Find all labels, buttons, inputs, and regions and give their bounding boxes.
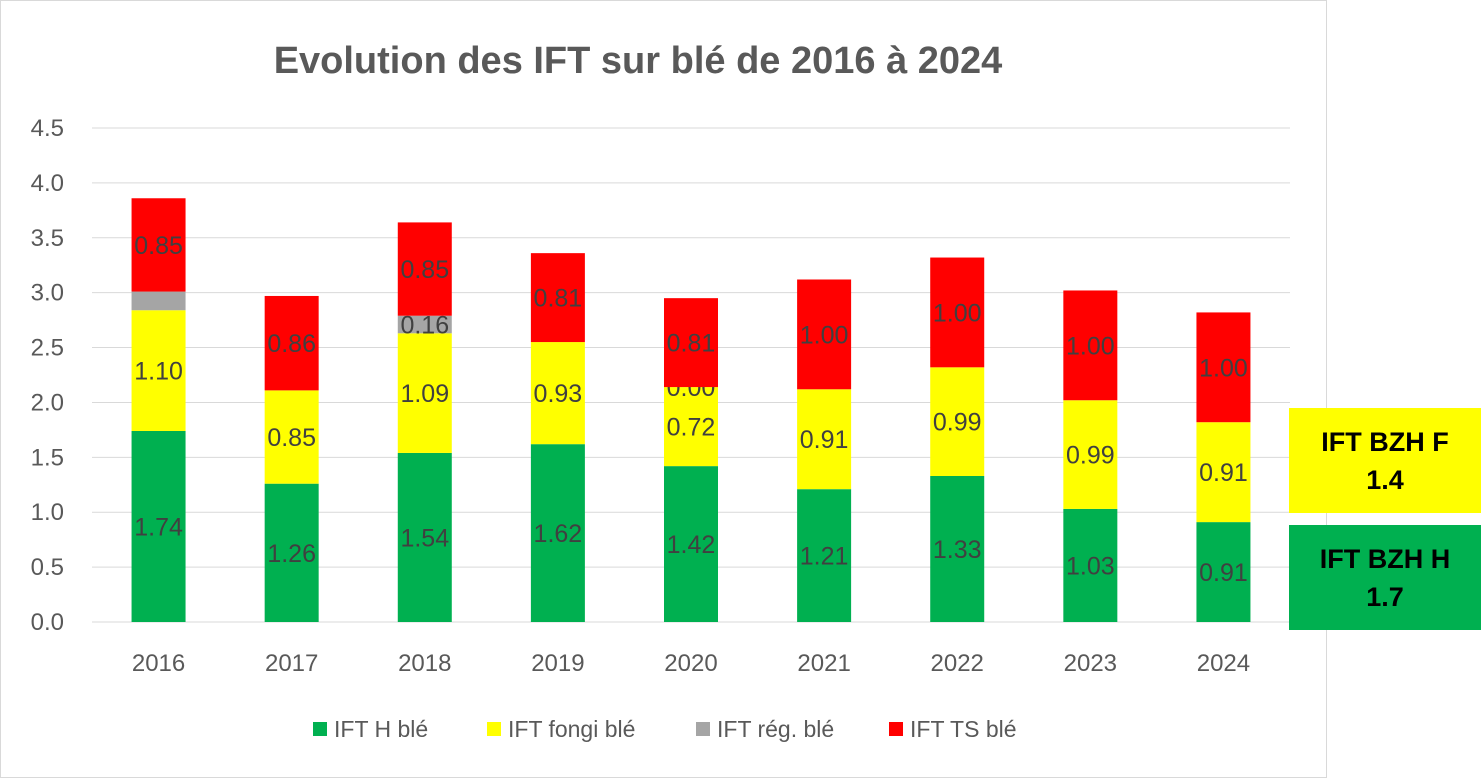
data-label: 1.42 bbox=[667, 531, 716, 559]
legend-swatch bbox=[889, 722, 903, 736]
bar-segment bbox=[1196, 522, 1251, 622]
legend-label: IFT fongi blé bbox=[508, 716, 635, 742]
y-tick-label: 3.0 bbox=[31, 280, 64, 307]
x-tick-label: 2017 bbox=[265, 650, 318, 677]
bar-segment bbox=[131, 198, 186, 292]
data-label: 1.54 bbox=[400, 524, 449, 552]
bar-segment bbox=[1196, 312, 1251, 423]
y-tick-label: 4.5 bbox=[31, 115, 64, 142]
bar-segment bbox=[930, 367, 985, 476]
data-label: 1.00 bbox=[1199, 354, 1248, 382]
bar-segment bbox=[397, 315, 452, 334]
data-label: 0.72 bbox=[667, 414, 716, 442]
bar-segment bbox=[131, 310, 186, 431]
data-label: 1.33 bbox=[933, 536, 982, 564]
data-label: 0.99 bbox=[933, 409, 982, 437]
bar-segment bbox=[797, 489, 852, 622]
stacked-bar-chart: Evolution des IFT sur blé de 2016 à 2024… bbox=[31, 40, 1290, 742]
data-label: 1.00 bbox=[933, 299, 982, 327]
reference-box-herbi: IFT BZH H 1.7 bbox=[1289, 525, 1481, 630]
y-tick-label: 0.5 bbox=[31, 554, 64, 581]
bar-segment bbox=[397, 222, 452, 316]
bar-segment bbox=[530, 342, 585, 445]
y-tick-label: 0.0 bbox=[31, 609, 64, 636]
x-tick-label: 2020 bbox=[664, 650, 717, 677]
legend-label: IFT H blé bbox=[334, 716, 428, 742]
y-tick-label: 4.0 bbox=[31, 170, 64, 197]
bar-segment bbox=[530, 253, 585, 343]
bar-segment bbox=[664, 387, 718, 467]
data-label: 1.09 bbox=[400, 380, 449, 408]
data-label: 0.81 bbox=[667, 330, 716, 358]
reference-box-fongi-value: 1.4 bbox=[1366, 464, 1404, 495]
x-tick-label: 2019 bbox=[531, 650, 584, 677]
data-label: 0.91 bbox=[800, 426, 849, 454]
bar-segment bbox=[797, 279, 852, 390]
bar-segment bbox=[1063, 508, 1118, 622]
legend-swatch bbox=[696, 722, 710, 736]
x-tick-label: 2018 bbox=[398, 650, 451, 677]
x-tick-label: 2021 bbox=[797, 650, 850, 677]
y-tick-label: 1.5 bbox=[31, 444, 64, 471]
bar-segment bbox=[264, 295, 319, 391]
reference-box-herbi-label: IFT BZH H bbox=[1319, 543, 1451, 574]
y-tick-label: 1.0 bbox=[31, 499, 64, 526]
bar-segment bbox=[930, 257, 985, 368]
bar-segment bbox=[264, 390, 319, 484]
legend-swatch bbox=[313, 722, 327, 736]
bar-segment bbox=[131, 430, 186, 622]
data-label: 1.74 bbox=[134, 513, 183, 541]
x-tick-label: 2024 bbox=[1197, 650, 1250, 677]
reference-box-fongi-label: IFT BZH F bbox=[1321, 426, 1449, 457]
data-label: 0.85 bbox=[134, 232, 183, 260]
y-tick-label: 3.5 bbox=[31, 225, 64, 252]
legend-swatch bbox=[487, 722, 501, 736]
data-label: 1.03 bbox=[1066, 552, 1115, 580]
data-label: 0.85 bbox=[267, 424, 316, 452]
bar-segment bbox=[397, 333, 452, 453]
reference-box-fongi: IFT BZH F 1.4 bbox=[1289, 408, 1481, 513]
chart-title: Evolution des IFT sur blé de 2016 à 2024 bbox=[274, 40, 1003, 82]
data-label: 1.26 bbox=[267, 540, 316, 568]
data-label: 0.81 bbox=[534, 285, 583, 313]
data-label: 0.86 bbox=[267, 330, 316, 358]
data-label: 0.93 bbox=[534, 380, 583, 408]
bar-segment bbox=[530, 444, 585, 622]
bar-segment bbox=[1196, 422, 1251, 523]
bar-segment bbox=[397, 452, 452, 622]
bar-segment bbox=[131, 291, 186, 311]
x-tick-label: 2022 bbox=[931, 650, 984, 677]
legend-label: IFT rég. blé bbox=[717, 716, 834, 742]
reference-box-herbi-value: 1.7 bbox=[1366, 581, 1404, 612]
data-label: 0.85 bbox=[400, 256, 449, 284]
data-label: 1.00 bbox=[800, 321, 849, 349]
legend-label: IFT TS blé bbox=[910, 716, 1017, 742]
bar-segment bbox=[264, 483, 319, 622]
y-tick-label: 2.0 bbox=[31, 389, 64, 416]
bar-segment bbox=[664, 298, 718, 388]
x-tick-label: 2023 bbox=[1064, 650, 1117, 677]
bar-segment bbox=[664, 466, 718, 622]
data-label: 0.91 bbox=[1199, 559, 1248, 587]
data-label: 0.91 bbox=[1199, 459, 1248, 487]
y-tick-label: 2.5 bbox=[31, 335, 64, 362]
data-label: 0.99 bbox=[1066, 442, 1115, 470]
bar-segment bbox=[1063, 400, 1118, 509]
data-label: 1.10 bbox=[134, 358, 183, 386]
x-tick-label: 2016 bbox=[132, 650, 185, 677]
bar-segment bbox=[797, 389, 852, 490]
data-label: 0.16 bbox=[400, 312, 449, 340]
data-label: 1.00 bbox=[1066, 332, 1115, 360]
data-label: 1.62 bbox=[534, 520, 583, 548]
bar-segment bbox=[930, 475, 985, 622]
data-label: 1.21 bbox=[800, 543, 849, 571]
bar-segment bbox=[1063, 290, 1118, 401]
